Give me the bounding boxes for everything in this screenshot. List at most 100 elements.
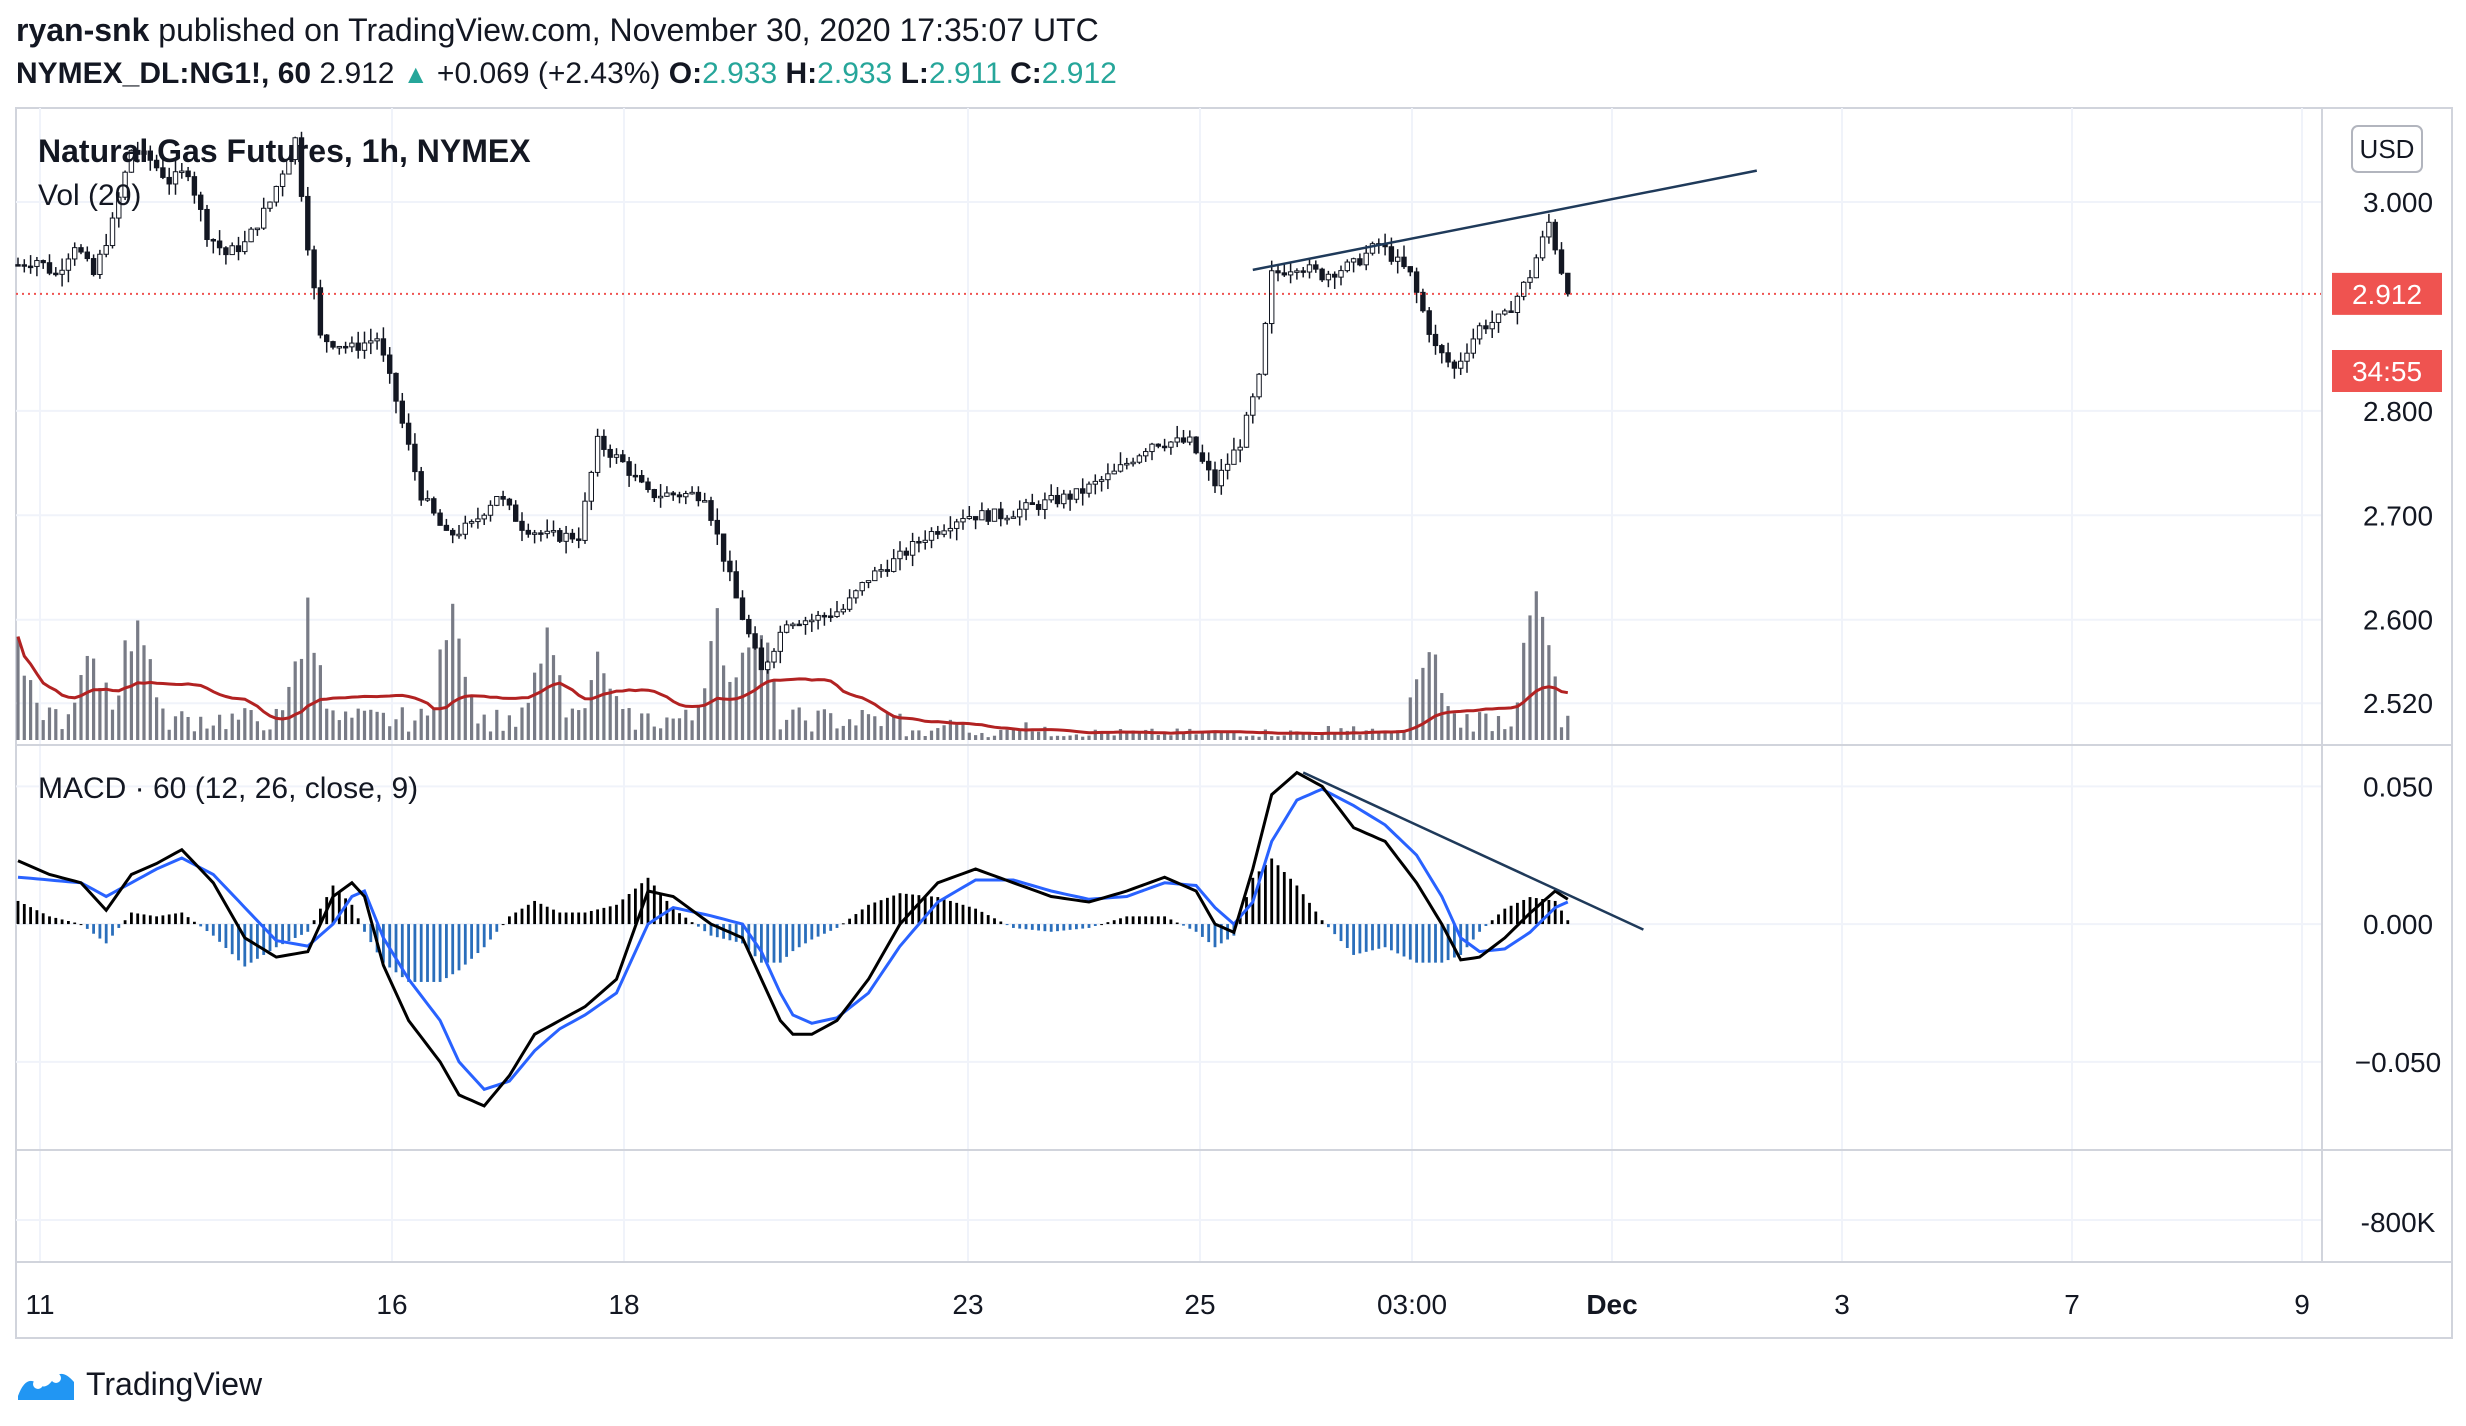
volume-bar bbox=[520, 707, 524, 740]
brand[interactable]: TradingView bbox=[16, 1360, 262, 1408]
candle bbox=[802, 620, 809, 626]
histogram-bar bbox=[130, 912, 133, 925]
candle bbox=[935, 531, 941, 535]
histogram-bar bbox=[1093, 924, 1097, 927]
volume-bar bbox=[759, 635, 763, 740]
histogram-bar bbox=[608, 906, 612, 925]
macd-tick-label: 0.050 bbox=[2363, 771, 2433, 802]
histogram-bar bbox=[312, 920, 316, 925]
histogram-bar bbox=[1194, 924, 1198, 932]
candle bbox=[954, 521, 960, 529]
volume-bar bbox=[47, 707, 52, 740]
histogram-bar bbox=[1490, 920, 1494, 925]
volume-bar bbox=[526, 702, 530, 740]
volume-bar bbox=[1049, 736, 1053, 740]
candle bbox=[1193, 436, 1199, 454]
time-tick-label: 16 bbox=[376, 1289, 407, 1320]
volume-bar bbox=[1081, 736, 1085, 740]
candle bbox=[72, 247, 78, 260]
candle bbox=[393, 372, 399, 402]
volume-bar bbox=[1301, 732, 1305, 740]
candle bbox=[235, 245, 242, 253]
histogram-bar bbox=[1534, 898, 1538, 925]
volume-bar bbox=[1055, 735, 1060, 740]
histogram-bar bbox=[823, 924, 826, 934]
candle bbox=[78, 247, 84, 253]
candle bbox=[412, 443, 418, 473]
chart-frame bbox=[15, 107, 2453, 1339]
candle bbox=[1407, 266, 1413, 273]
candle bbox=[1161, 445, 1168, 449]
currency-button[interactable] bbox=[2351, 125, 2423, 173]
volume-bar bbox=[1226, 733, 1230, 740]
histogram-bar bbox=[709, 924, 713, 936]
candle bbox=[210, 238, 217, 242]
volume-bar bbox=[791, 709, 795, 740]
pane-borders bbox=[16, 108, 2452, 1263]
price-change: +0.069 (+2.43%) bbox=[436, 57, 661, 90]
price-trendline[interactable] bbox=[1252, 169, 1758, 272]
histogram-bar bbox=[193, 921, 196, 925]
candle bbox=[588, 471, 594, 502]
candle bbox=[1294, 270, 1300, 273]
candle bbox=[569, 532, 576, 540]
candle bbox=[462, 522, 469, 535]
histogram-bar bbox=[117, 924, 121, 928]
volume-bar bbox=[514, 726, 518, 740]
volume-bar bbox=[722, 665, 726, 740]
candle bbox=[1231, 449, 1237, 465]
candle bbox=[1338, 270, 1344, 278]
histogram-bar bbox=[1415, 924, 1418, 963]
volume-bar bbox=[1484, 713, 1488, 740]
histogram-bar bbox=[1377, 924, 1381, 949]
candle bbox=[46, 262, 53, 274]
volume-bar bbox=[841, 725, 845, 740]
candle bbox=[248, 228, 254, 243]
candle bbox=[135, 149, 141, 155]
histogram-bar bbox=[1030, 924, 1034, 930]
histogram-bar bbox=[715, 924, 719, 938]
author-name[interactable]: ryan-snk bbox=[16, 12, 150, 48]
candle bbox=[727, 560, 733, 573]
histogram-bar bbox=[457, 924, 461, 971]
volume-bar bbox=[1005, 729, 1009, 740]
candle bbox=[141, 150, 147, 155]
histogram-bar bbox=[1201, 924, 1204, 937]
candle bbox=[1332, 273, 1338, 278]
histogram-bar bbox=[734, 924, 738, 942]
volume-bar bbox=[1320, 734, 1324, 740]
histogram-bar bbox=[791, 924, 795, 952]
volume-bar bbox=[1169, 735, 1173, 740]
volume-bar bbox=[1295, 731, 1299, 740]
volume-bar bbox=[1100, 732, 1104, 740]
histogram-bar bbox=[218, 924, 221, 942]
candle bbox=[1451, 361, 1458, 369]
histogram-bar bbox=[29, 907, 32, 925]
candle bbox=[1262, 323, 1269, 375]
candle bbox=[846, 597, 853, 610]
volume-bar bbox=[1358, 734, 1362, 740]
histogram-bar bbox=[1270, 858, 1274, 925]
histogram-bar bbox=[363, 924, 366, 932]
candle bbox=[1413, 271, 1420, 293]
candle bbox=[1401, 256, 1407, 268]
candle bbox=[179, 170, 185, 174]
macd-trendline[interactable] bbox=[1302, 771, 1644, 931]
volume-pane-title: Vol (20) bbox=[38, 179, 141, 212]
volume-bar bbox=[885, 712, 889, 740]
histogram-bar bbox=[426, 924, 429, 982]
ohlc-legend: NYMEX_DL:NG1!, 60 2.912 ▲ +0.069 (+2.43%… bbox=[16, 54, 1117, 94]
histogram-bar bbox=[1131, 916, 1135, 925]
candle bbox=[153, 159, 160, 169]
candle bbox=[1237, 446, 1243, 451]
volume-bar bbox=[1037, 731, 1041, 740]
candle bbox=[607, 448, 613, 458]
volume-bar bbox=[684, 709, 688, 740]
volume-bar bbox=[318, 665, 322, 740]
histogram-bar bbox=[621, 899, 625, 925]
candle bbox=[1035, 503, 1042, 510]
symbol-interval[interactable]: NYMEX_DL:NG1!, 60 bbox=[16, 57, 312, 90]
candle bbox=[531, 532, 538, 535]
histogram-bar bbox=[558, 912, 562, 925]
